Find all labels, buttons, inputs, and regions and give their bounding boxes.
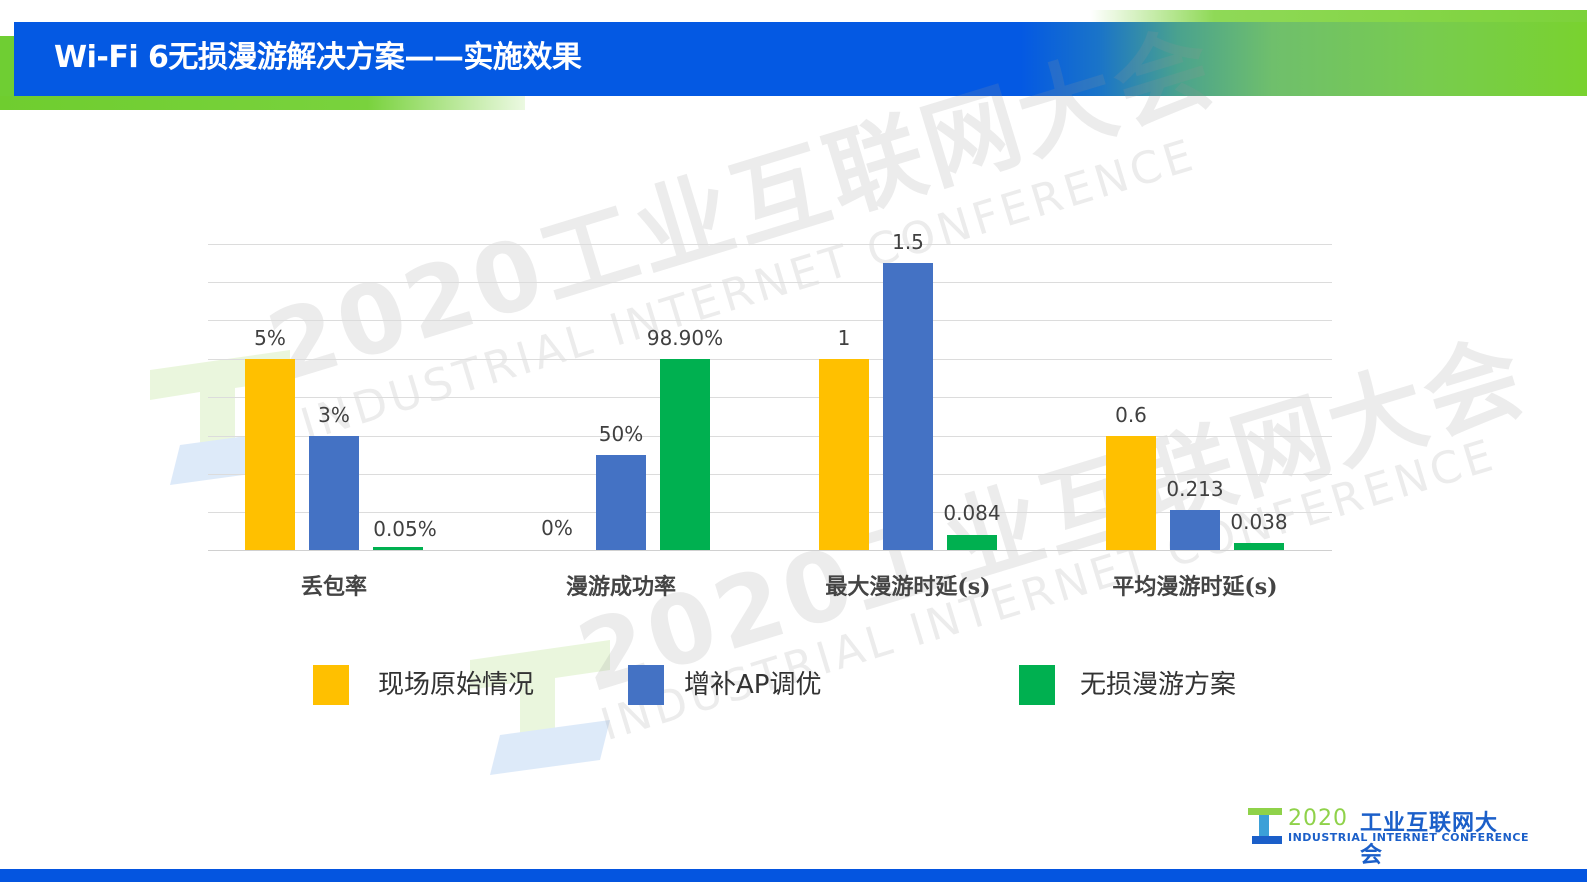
data-label: 0.6 [1115, 403, 1147, 427]
data-label: 1 [837, 326, 851, 350]
category-label: 丢包率 [300, 574, 367, 600]
category-label: 最大漫游时延(s) [825, 574, 991, 600]
bar-roaming-success-lossless [660, 359, 710, 550]
gridline [208, 397, 1332, 398]
gridline [208, 282, 1332, 283]
header-banner [14, 22, 1587, 96]
data-label: 0.038 [1230, 510, 1288, 534]
gridline [208, 512, 1332, 513]
legend-label-original: 现场原始情况 [378, 670, 535, 700]
gridline [208, 474, 1332, 475]
slide-title: Wi-Fi 6无损漫游解决方案——实施效果 [54, 40, 582, 75]
data-label: 50% [598, 422, 644, 446]
conference-logo: 2020 工业互联网大会 INDUSTRIAL INTERNET CONFERE… [1248, 806, 1528, 868]
bar-avg-latency-ap-tuning [1170, 510, 1220, 550]
data-label: 3% [318, 403, 350, 427]
legend-swatch-lossless [1019, 665, 1055, 705]
data-label: 0.084 [943, 501, 1001, 525]
gridline [208, 436, 1332, 437]
data-label: 0% [541, 516, 573, 540]
data-label: 0.05% [373, 517, 437, 541]
bar-roaming-success-ap-tuning [596, 455, 646, 550]
bar-avg-latency-original [1106, 436, 1156, 550]
gridline [208, 320, 1332, 321]
logo-title-en: INDUSTRIAL INTERNET CONFERENCE [1288, 831, 1529, 844]
legend-label-ap-tuning: 增补AP调优 [684, 670, 822, 700]
logo-title-cn: 工业互联网大会 [1360, 811, 1499, 868]
gridline [208, 359, 1332, 360]
legend-swatch-original [313, 665, 349, 705]
bar-packet-loss-original [245, 359, 295, 550]
header-green-accent-bottom [0, 96, 525, 110]
footer-bar [0, 869, 1587, 882]
legend-label-lossless: 无损漫游方案 [1080, 670, 1237, 700]
category-label: 漫游成功率 [565, 574, 676, 600]
chart-baseline [208, 550, 1332, 551]
header-green-accent-left [0, 36, 14, 110]
bar-max-latency-original [819, 359, 869, 550]
header-green-accent-top [1090, 10, 1587, 24]
bar-packet-loss-ap-tuning [309, 436, 359, 550]
data-label: 0.213 [1166, 477, 1224, 501]
bar-max-latency-lossless [947, 535, 997, 550]
legend-swatch-ap-tuning [628, 665, 664, 705]
bar-max-latency-ap-tuning [883, 263, 933, 550]
data-label: 1.5 [892, 230, 924, 254]
data-label: 98.90% [646, 326, 724, 350]
category-label: 平均漫游时延(s) [1112, 574, 1278, 600]
data-label: 5% [254, 326, 286, 350]
logo-year: 2020 [1288, 806, 1348, 831]
bar-avg-latency-lossless [1234, 543, 1284, 550]
gridline [208, 244, 1332, 245]
bar-packet-loss-lossless [373, 547, 423, 550]
conference-logo-icon [1248, 808, 1282, 844]
